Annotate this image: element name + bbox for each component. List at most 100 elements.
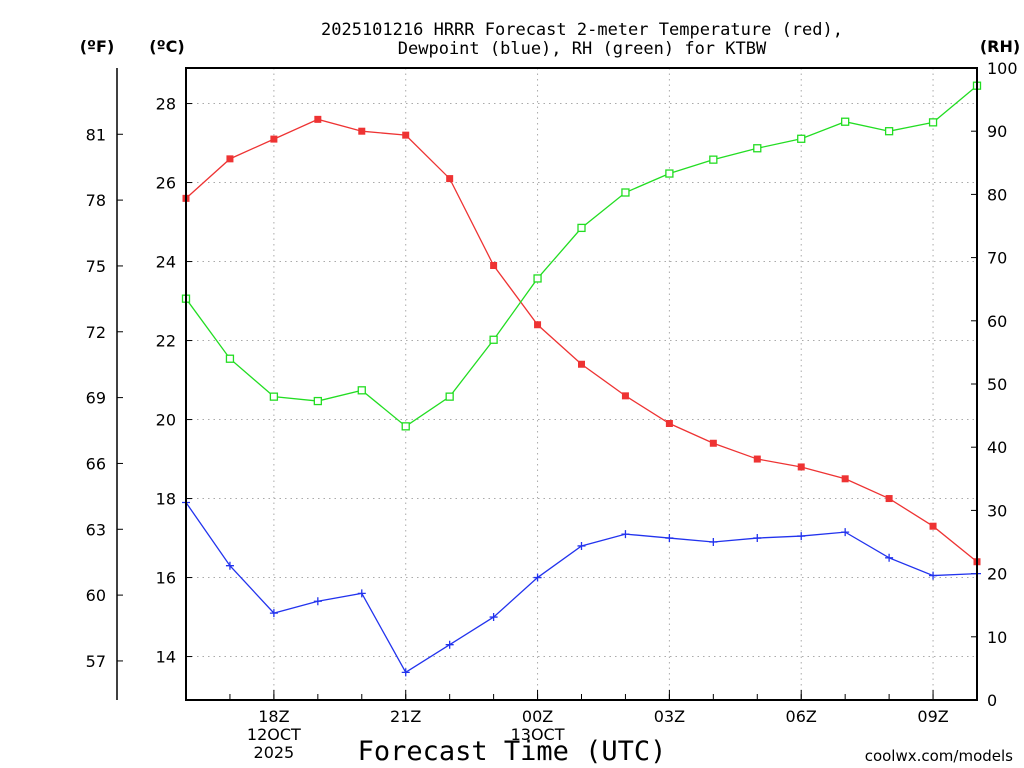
chart-title-line1: 2025101216 HRRR Forecast 2-meter Tempera…	[321, 20, 843, 40]
x-tick-label: 03Z	[654, 707, 685, 726]
data-point	[665, 420, 673, 427]
data-point	[446, 175, 454, 183]
data-point	[929, 571, 938, 580]
data-point	[358, 127, 366, 135]
data-point	[621, 530, 630, 539]
data-point	[445, 392, 454, 401]
f-tick-label: 63	[86, 520, 106, 539]
c-tick-label: 26	[156, 174, 176, 193]
data-point	[577, 223, 586, 233]
f-tick-label: 60	[86, 586, 106, 605]
data-point	[797, 463, 805, 471]
c-tick-label: 24	[156, 253, 176, 272]
series-dewpoint	[182, 498, 981, 677]
f-tick-label: 78	[86, 191, 106, 210]
data-point	[357, 386, 366, 395]
f-tick-label: 81	[86, 125, 106, 144]
c-tick-label: 20	[156, 411, 176, 430]
data-point	[533, 274, 542, 283]
data-point	[269, 392, 279, 401]
c-tick-label: 22	[156, 332, 176, 351]
data-point	[225, 561, 234, 570]
series-line	[185, 85, 978, 428]
data-point	[313, 597, 322, 606]
series-rh	[181, 81, 982, 431]
data-point	[885, 553, 894, 562]
f-tick-label: 72	[86, 323, 106, 342]
rh-tick-label: 70	[987, 249, 1007, 268]
c-tick-label: 18	[156, 490, 176, 509]
rh-tick-label: 50	[987, 375, 1007, 394]
data-point	[534, 321, 542, 329]
data-point	[841, 475, 849, 483]
data-point	[225, 354, 235, 363]
data-point	[665, 534, 674, 543]
data-point	[884, 127, 894, 136]
unit-fahrenheit-label: (ºF)	[80, 37, 115, 56]
data-point	[578, 360, 585, 368]
x-tick-label: 09Z	[917, 707, 948, 726]
rh-tick-label: 100	[987, 59, 1018, 78]
data-point	[445, 640, 454, 649]
plot-frame	[185, 67, 978, 701]
x-tick-label: 12OCT	[247, 725, 301, 744]
data-point	[490, 262, 498, 269]
data-point	[709, 538, 718, 546]
unit-celsius-label: (ºC)	[149, 37, 184, 56]
data-point	[929, 522, 937, 530]
data-point	[665, 169, 674, 178]
data-point	[226, 155, 234, 163]
data-point	[489, 335, 498, 344]
rh-tick-label: 10	[987, 628, 1007, 647]
rh-tick-label: 30	[987, 501, 1007, 520]
data-point	[314, 115, 322, 123]
rh-tick-label: 60	[987, 312, 1007, 331]
data-point	[753, 455, 761, 463]
rh-tick-label: 90	[987, 122, 1007, 141]
data-point	[709, 439, 717, 447]
x-tick-label: 00Z	[522, 707, 553, 726]
data-point	[533, 573, 542, 582]
data-point	[797, 134, 806, 143]
data-point	[401, 668, 410, 677]
data-point	[753, 534, 762, 543]
data-point	[270, 135, 278, 143]
data-point	[841, 528, 850, 537]
data-point	[402, 131, 410, 139]
data-point	[577, 541, 586, 550]
x-tick-label: 18Z	[258, 707, 289, 726]
data-point	[709, 155, 718, 164]
data-point	[621, 392, 629, 400]
rh-tick-label: 40	[987, 438, 1007, 457]
data-point	[357, 589, 366, 598]
x-axis-title: Forecast Time (UTC)	[358, 736, 667, 767]
rh-tick-label: 20	[987, 565, 1007, 584]
c-tick-label: 28	[156, 95, 176, 114]
fahrenheit-axis: 57 60 63 66 69 72 75 78 81	[86, 68, 123, 700]
data-point	[797, 532, 806, 541]
data-point	[313, 396, 322, 406]
f-tick-label: 57	[86, 652, 106, 671]
data-point	[753, 144, 762, 153]
rh-tick-label: 0	[987, 691, 997, 710]
x-tick-label: 13OCT	[511, 725, 565, 744]
x-tick-label: 2025	[254, 743, 295, 762]
data-point	[621, 188, 630, 197]
data-point	[489, 613, 498, 622]
rh-axis: 0 10 20 30 40 50 60 70 80 90 100	[971, 59, 1018, 710]
data-point	[269, 609, 278, 618]
series-layer	[181, 81, 982, 677]
unit-rh-label: (RH)	[980, 37, 1020, 56]
credit-label: coolwx.com/models	[865, 747, 1013, 765]
series-line	[185, 502, 978, 674]
x-tick-label: 21Z	[390, 707, 421, 726]
data-point	[401, 422, 410, 431]
chart-title-line2: Dewpoint (blue), RH (green) for KTBW	[398, 39, 767, 59]
data-point	[885, 495, 893, 503]
f-tick-label: 69	[86, 389, 106, 408]
f-tick-label: 66	[86, 454, 106, 473]
rh-tick-label: 80	[987, 185, 1007, 204]
c-tick-label: 16	[156, 569, 176, 588]
